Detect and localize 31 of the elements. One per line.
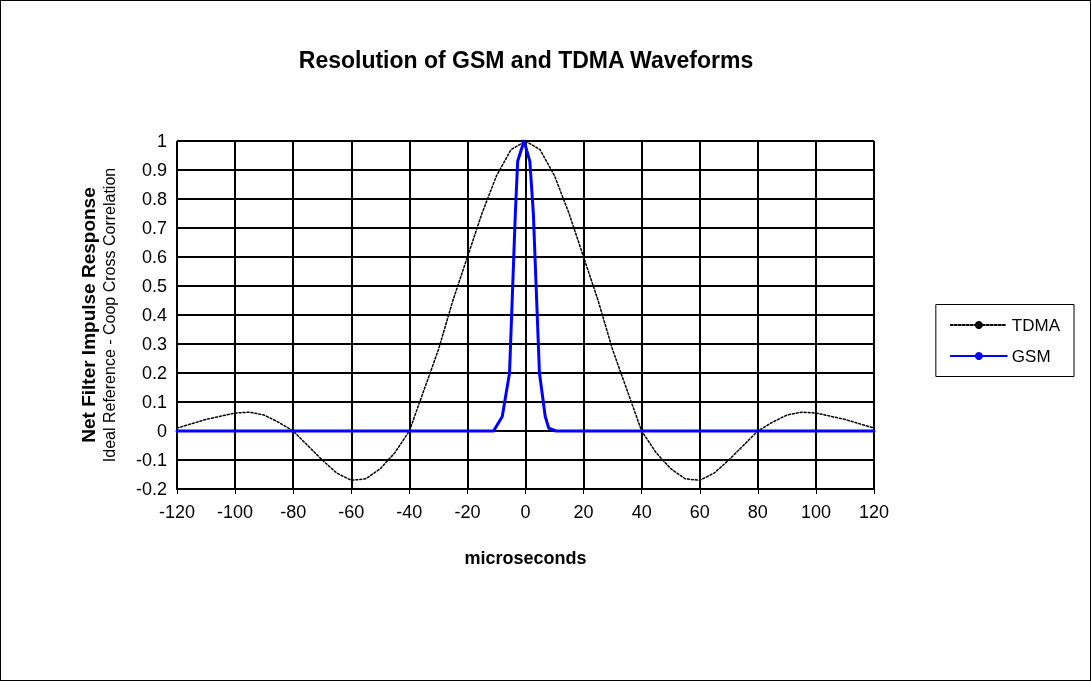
y-tick-label: 0.3	[141, 334, 167, 354]
x-tick-label: 0	[520, 502, 531, 522]
y-tick-label: 0.9	[141, 160, 167, 180]
y-tick-label: 0	[156, 421, 167, 441]
y-axis-title: Net Filter Impulse Response Ideal Reference - Coop Cross Correlation	[77, 167, 118, 463]
x-tick-label: -20	[454, 502, 481, 522]
y-tick-label: 0.8	[141, 189, 167, 209]
x-tick-label: 100	[800, 502, 831, 522]
x-tick-label: -120	[158, 502, 196, 522]
x-tick-label: 80	[747, 502, 768, 522]
y-tick-label: -0.2	[135, 479, 167, 499]
x-tick-label: 20	[573, 502, 594, 522]
y-tick-label: 0.7	[141, 218, 167, 238]
y-tick-label: 0.6	[141, 247, 167, 267]
x-tick-label: 120	[858, 502, 890, 522]
y-tick-label: 0.4	[141, 305, 167, 325]
x-tick-label: 40	[631, 502, 652, 522]
x-tick-label: -40	[396, 502, 423, 522]
x-tick-label: -60	[338, 502, 365, 522]
y-tick-label: 0.1	[141, 392, 167, 412]
x-axis-title: microseconds	[464, 548, 587, 568]
x-tick-label: -100	[217, 502, 254, 522]
y-tick-label: 0.5	[141, 276, 167, 296]
y-tick-label: 0.2	[141, 363, 167, 383]
chart-title: Resolution of GSM and TDMA Waveforms	[298, 46, 754, 73]
legend-label: TDMA	[1011, 315, 1061, 335]
legend-label: GSM	[1011, 346, 1051, 366]
y-tick-label: 1	[156, 131, 167, 151]
x-tick-label: -80	[280, 502, 307, 522]
y-tick-label: -0.1	[135, 450, 167, 470]
x-tick-label: 60	[689, 502, 710, 522]
